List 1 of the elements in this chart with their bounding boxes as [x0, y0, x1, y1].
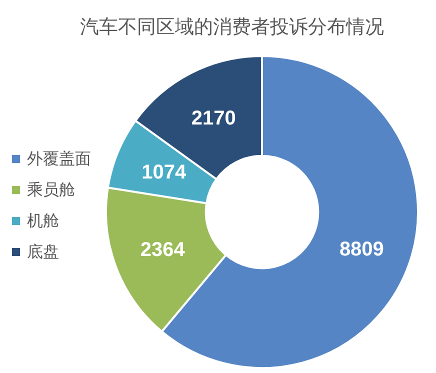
title: 汽车不同区域的消费者投诉分布情况 — [80, 17, 384, 38]
